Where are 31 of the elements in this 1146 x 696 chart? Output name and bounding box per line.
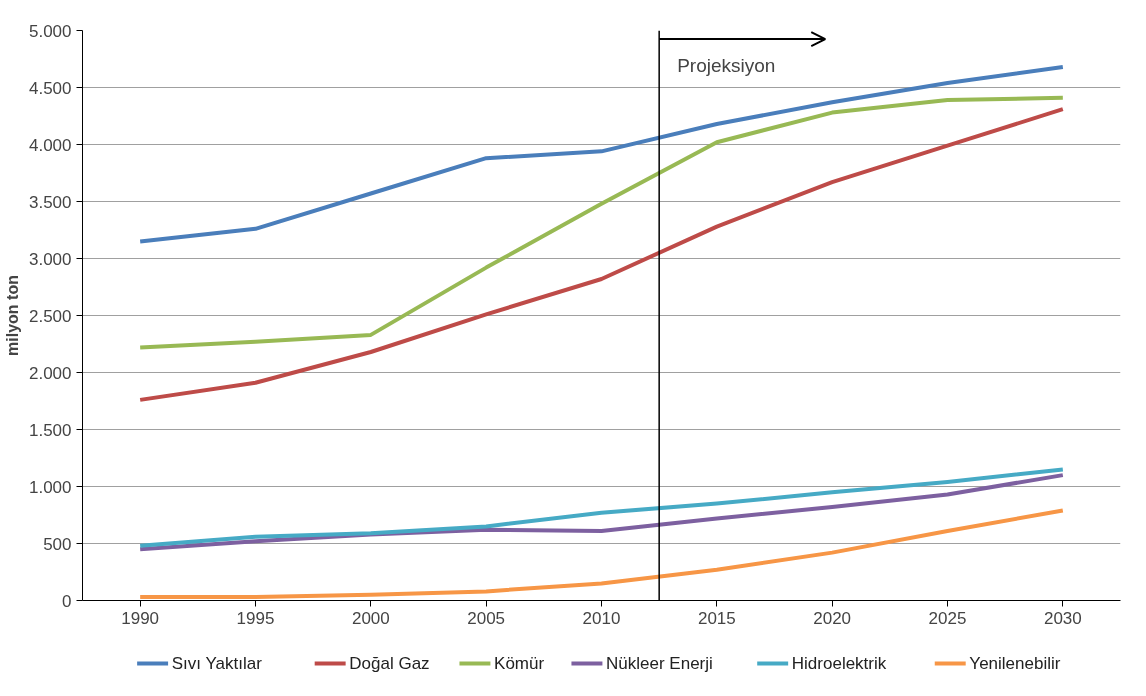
legend-label: Sıvı Yaktılar [171, 654, 263, 673]
x-tick-label: 2010 [582, 608, 621, 628]
line-series [138, 107, 1065, 402]
y-axis-title: milyon ton [3, 275, 21, 356]
legend-label: Hidroelektrik [791, 654, 887, 673]
x-tick-label: 2005 [467, 608, 506, 628]
line-series [138, 95, 1065, 350]
y-tick-label: 1.000 [28, 477, 72, 497]
x-tick-label: 1995 [236, 608, 275, 628]
y-tick-label: 4.000 [28, 135, 72, 155]
legend-label: Doğal Gaz [349, 654, 430, 673]
y-tick-label: 5.000 [28, 21, 72, 41]
legend-label: Nükleer Enerji [606, 654, 713, 673]
ref-line-label: Projeksiyon [677, 55, 776, 77]
x-tick-label: 2015 [697, 608, 736, 628]
x-tick-label: 2025 [928, 608, 967, 628]
y-tick-label: 4.500 [28, 78, 72, 98]
y-tick-label: 1.500 [28, 420, 72, 440]
legend-label: Yenilenebilir [969, 654, 1061, 673]
line-series [138, 508, 1065, 600]
y-tick-label: 3.500 [28, 192, 72, 212]
x-tick-label: 1990 [121, 608, 160, 628]
y-tick-label: 3.000 [28, 249, 72, 269]
legend-label: Kömür [494, 654, 545, 673]
x-tick-label: 2030 [1043, 608, 1082, 628]
y-tick-label: 2.000 [28, 363, 72, 383]
y-tick-label: 0 [62, 591, 72, 611]
x-tick-label: 2020 [813, 608, 852, 628]
y-tick-label: 500 [43, 534, 72, 554]
x-tick-label: 2000 [351, 608, 390, 628]
y-tick-label: 2.500 [28, 306, 72, 326]
